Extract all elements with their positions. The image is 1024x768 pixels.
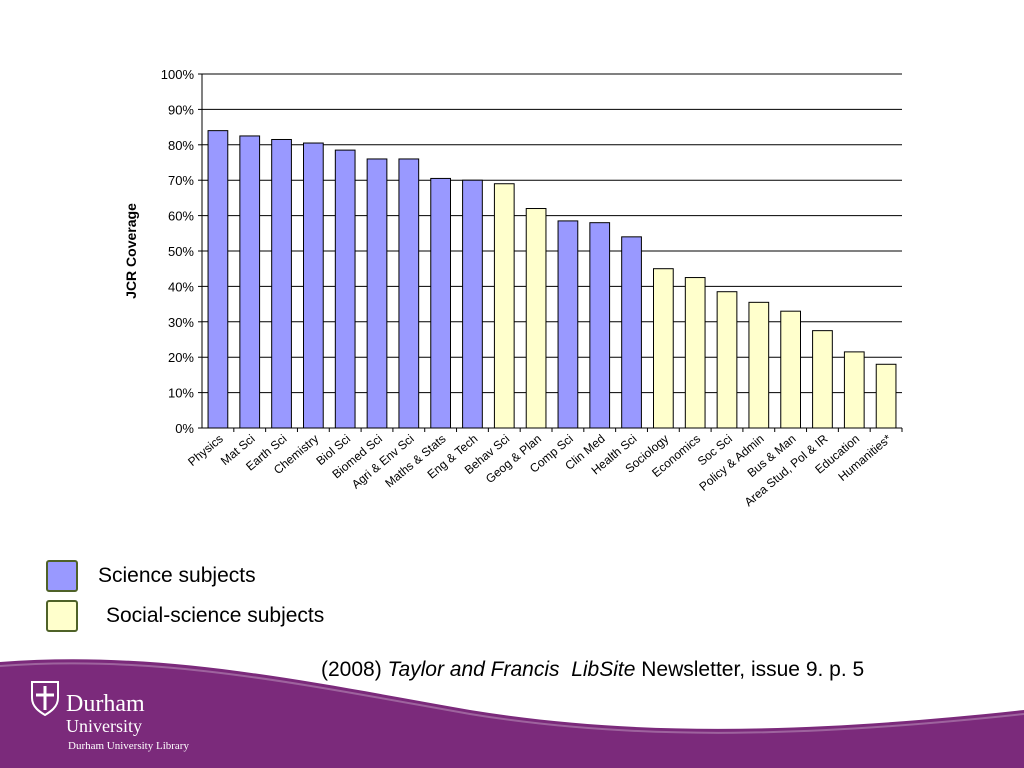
bar-science — [621, 236, 642, 429]
bar-social — [748, 301, 770, 429]
bar-social — [812, 330, 833, 429]
bar-social — [875, 363, 897, 429]
legend-item-science: Science subjects — [46, 560, 256, 592]
citation-publisher: Taylor and Francis — [387, 658, 560, 681]
bar-science — [462, 179, 483, 429]
x-tick-label: Physics — [185, 432, 226, 469]
y-tick-label: 20% — [168, 350, 194, 365]
y-tick-label: 30% — [168, 315, 194, 330]
legend-label-science: Science subjects — [98, 564, 256, 587]
bar-social — [493, 183, 515, 429]
bar-science — [398, 158, 420, 429]
citation-year: (2008) — [321, 658, 382, 681]
y-tick-label: 50% — [168, 244, 194, 259]
y-tick-label: 10% — [168, 386, 194, 401]
logo-university: University — [66, 716, 142, 736]
bar-science — [239, 135, 261, 429]
bar-science — [366, 158, 388, 429]
bar-chart: 0% 10% 20% 30% 40% 50% 60% 70% 80% 90% 100% Physic… — [123, 67, 903, 509]
bar-science — [334, 149, 356, 429]
bar-science — [207, 130, 229, 429]
citation-product: LibSite — [571, 658, 636, 681]
bar-science — [589, 222, 611, 429]
citation-rest: Newsletter, issue 9. p. 5 — [641, 658, 865, 681]
crest-icon — [31, 681, 59, 716]
y-tick-label: 40% — [168, 279, 194, 294]
bar-social — [684, 277, 706, 429]
bar-science — [303, 142, 324, 429]
citation: (2008) Taylor and Francis LibSite Newsle… — [321, 658, 864, 682]
bar-social — [843, 351, 865, 429]
bar-social — [716, 291, 738, 429]
y-tick-label: 100% — [161, 67, 195, 82]
logo-library: Durham University Library — [68, 740, 189, 752]
footer-band — [0, 659, 1024, 768]
bar-social — [525, 208, 547, 429]
legend-label-social: Social-science subjects — [106, 604, 325, 627]
y-axis-ticks: 0% 10% 20% 30% 40% 50% 60% 70% 80% 90% 100% — [161, 67, 202, 436]
y-axis-label: JCR Coverage — [123, 203, 139, 299]
bar-science — [557, 220, 579, 429]
legend-item-social: Social-science subjects — [46, 600, 324, 632]
y-tick-label: 0% — [175, 421, 194, 436]
y-tick-label: 70% — [168, 173, 194, 188]
bar-science — [271, 138, 292, 429]
bar-social — [653, 268, 674, 429]
bar-science — [430, 177, 451, 429]
chart-bars — [207, 130, 897, 429]
legend-swatch-science — [46, 560, 78, 592]
y-tick-label: 90% — [168, 102, 194, 117]
y-tick-label: 60% — [168, 209, 194, 224]
y-tick-label: 80% — [168, 138, 194, 153]
legend-swatch-social — [46, 600, 78, 632]
bar-social — [780, 310, 802, 429]
logo-name: Durham — [66, 691, 145, 717]
